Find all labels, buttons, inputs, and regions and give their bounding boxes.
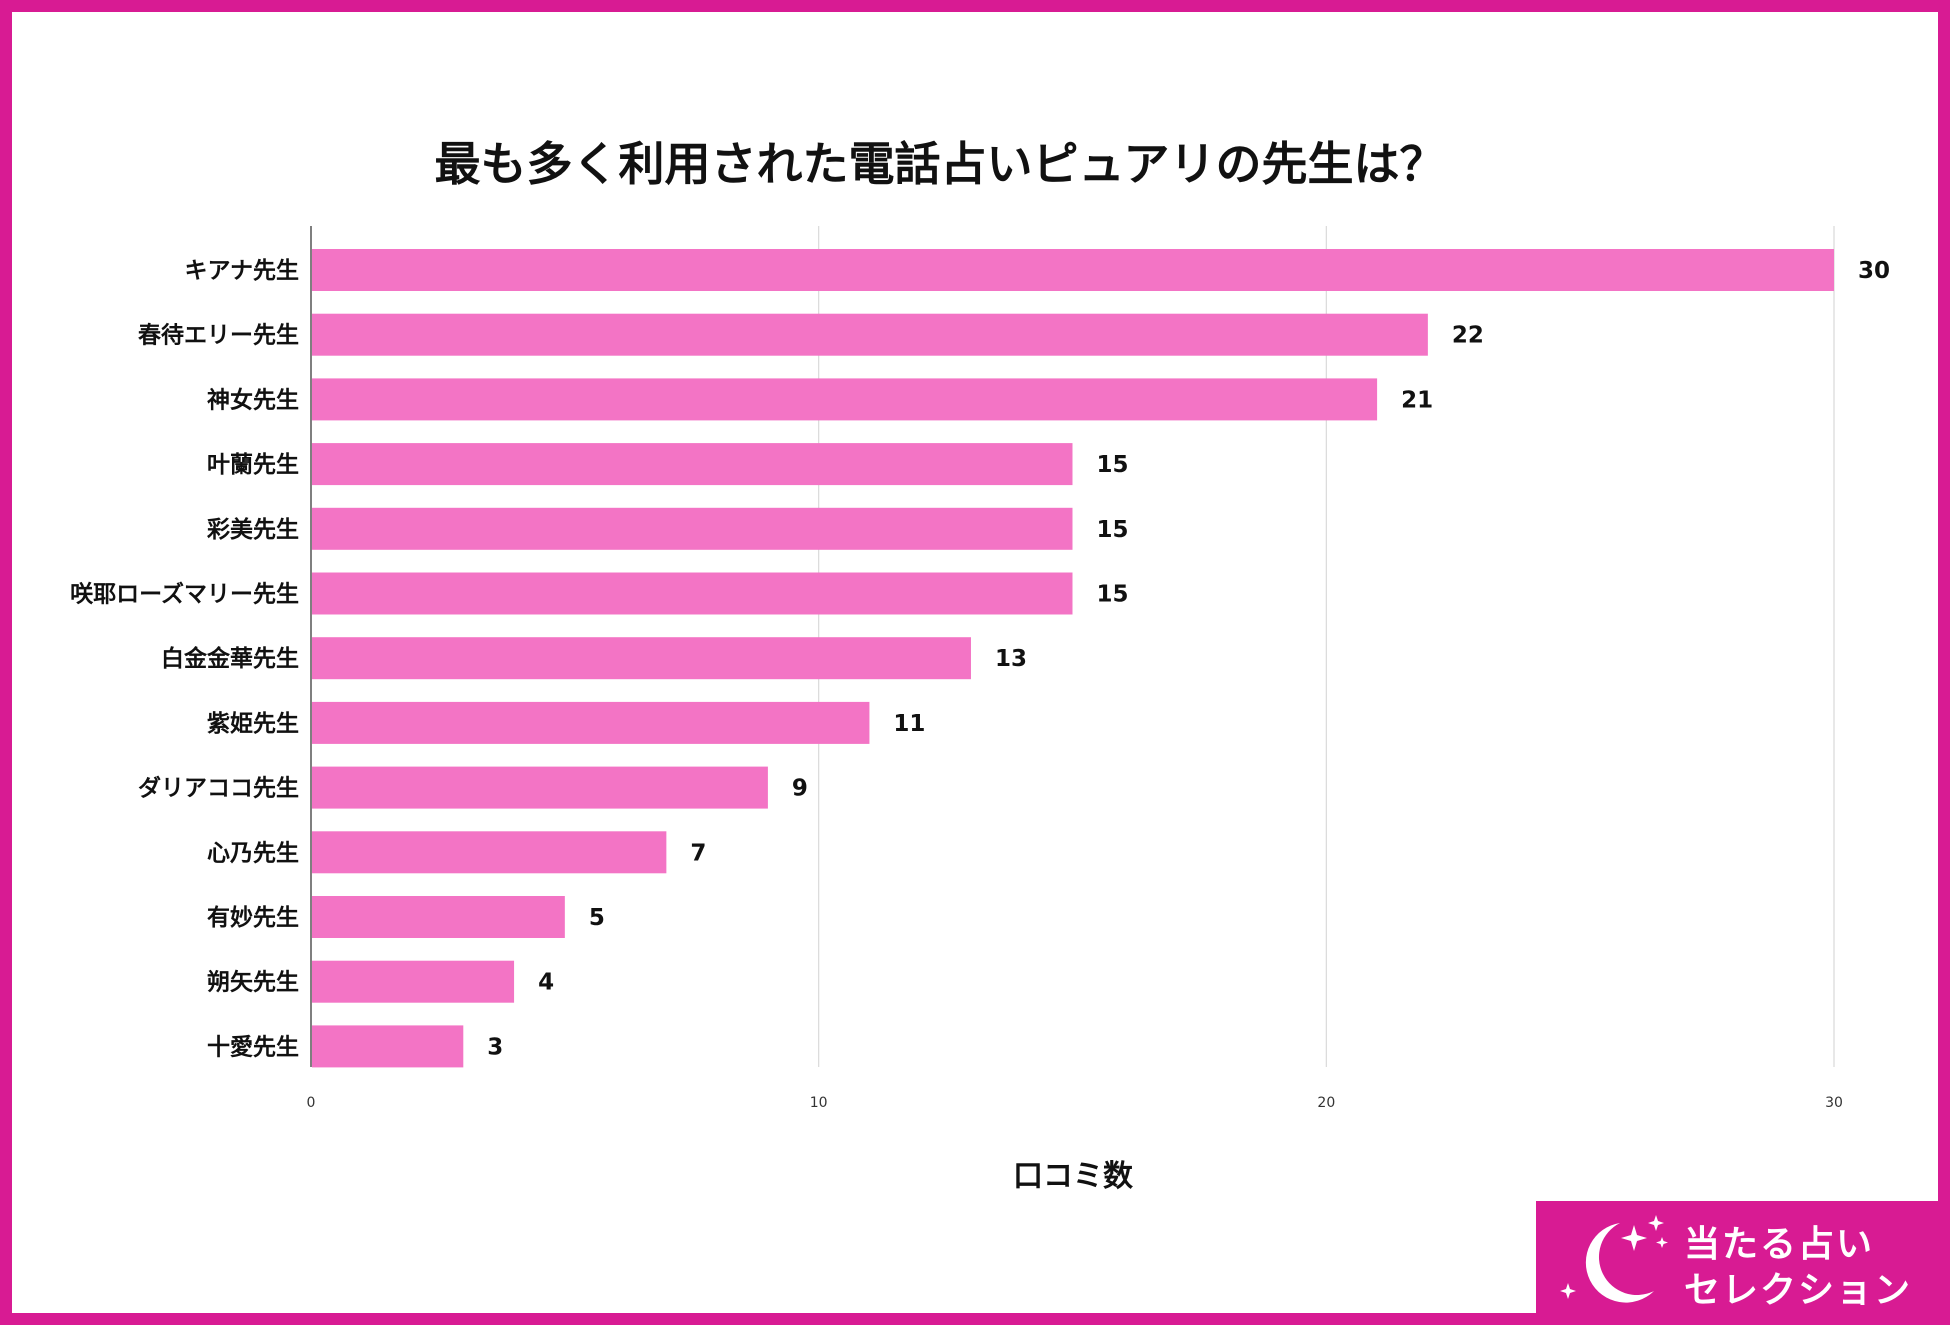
category-label-12: 朔矢先生 — [207, 969, 299, 996]
crescent-moon-sparkle-icon — [1560, 1215, 1668, 1303]
bar-8 — [312, 701, 870, 744]
value-label-9: 9 — [792, 776, 808, 802]
category-label-4: 叶蘭先生 — [207, 452, 299, 478]
value-label-8: 11 — [893, 711, 925, 737]
bar-6 — [312, 572, 1073, 615]
value-label-10: 7 — [690, 840, 706, 866]
bar-11 — [312, 896, 565, 938]
bar-1 — [312, 249, 1834, 291]
bar-5 — [312, 507, 1073, 550]
bar-13 — [312, 1025, 464, 1068]
bar-12 — [312, 960, 515, 1003]
category-label-8: 紫姫先生 — [207, 710, 299, 737]
category-label-5: 彩美先生 — [206, 516, 299, 543]
value-label-1: 30 — [1858, 258, 1890, 284]
category-label-10: 心乃先生 — [207, 840, 299, 866]
chart-title: 最も多く利用された電話占いピュアリの先生は？ — [434, 137, 1446, 191]
category-label-13: 十愛先生 — [207, 1034, 299, 1060]
category-label-2: 春待エリー先生 — [137, 322, 299, 349]
value-label-13: 3 — [487, 1034, 503, 1060]
category-label-7: 白金金華先生 — [161, 645, 299, 672]
value-label-12: 4 — [538, 970, 554, 996]
category-label-3: 神女先生 — [207, 386, 299, 413]
value-label-5: 15 — [1097, 517, 1129, 543]
bar-10 — [312, 831, 667, 874]
bar-3 — [312, 378, 1378, 421]
category-label-9: ダリアココ先生 — [138, 775, 299, 802]
bar-7 — [312, 637, 971, 680]
x-tick-label-10: 10 — [810, 1095, 828, 1111]
x-tick-label-0: 0 — [307, 1095, 316, 1111]
bar-2 — [312, 313, 1428, 356]
brand-name-line1: 当たる占い — [1684, 1224, 1875, 1265]
bar-9 — [312, 766, 768, 809]
category-label-11: 有妙先生 — [207, 904, 299, 931]
brand-logo: 当たる占い セレクション — [1536, 1201, 1938, 1313]
category-label-6: 咲耶ローズマリー先生 — [70, 581, 299, 608]
value-label-7: 13 — [995, 646, 1027, 672]
category-label-1: キアナ先生 — [184, 258, 299, 284]
x-axis-title: 口コミ数 — [1013, 1159, 1134, 1194]
x-tick-label-20: 20 — [1317, 1095, 1335, 1111]
value-label-2: 22 — [1452, 323, 1484, 349]
bar-4 — [312, 443, 1073, 486]
brand-name-line2: セレクション — [1684, 1270, 1913, 1311]
value-label-6: 15 — [1097, 582, 1129, 608]
value-label-11: 5 — [589, 905, 605, 931]
value-label-3: 21 — [1401, 387, 1433, 413]
x-tick-label-30: 30 — [1825, 1095, 1843, 1111]
value-label-4: 15 — [1097, 452, 1129, 478]
